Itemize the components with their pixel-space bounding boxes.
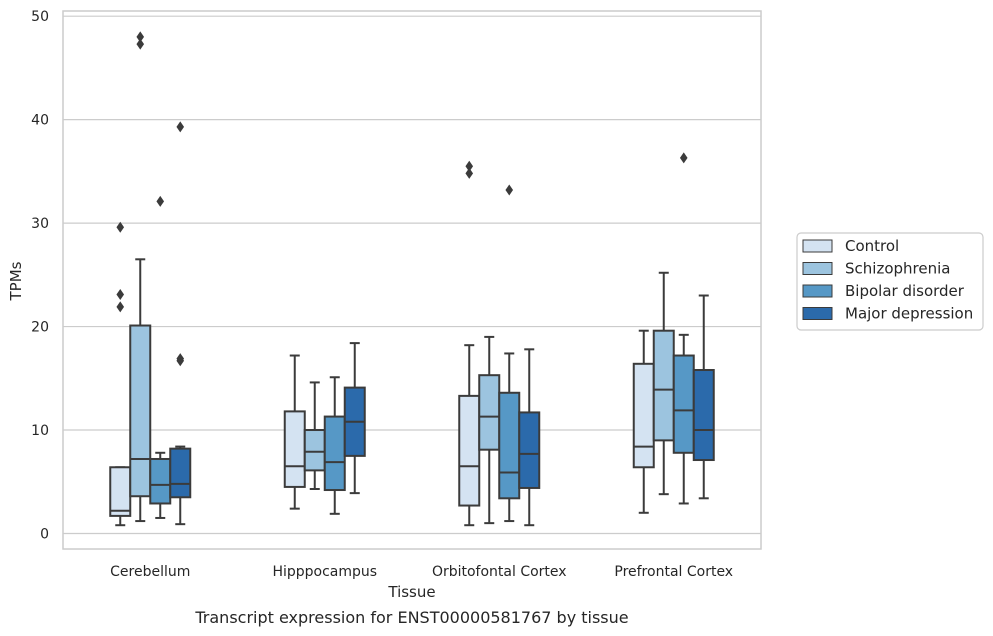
legend: Control Schizophrenia Bipolar disorder Majo… [796, 232, 984, 331]
x-axis-title: Tissue [387, 583, 435, 601]
y-tick-label-40: 40 [31, 113, 49, 129]
iqr-box [652, 329, 675, 442]
iqr-box [149, 457, 172, 505]
outlier-point-0 [679, 152, 688, 164]
iqr-box [109, 466, 132, 517]
legend-swatch-0 [802, 239, 833, 253]
outlier-point-1 [465, 167, 474, 179]
legend-label-0: Control [845, 237, 899, 255]
outlier-point-0 [505, 184, 514, 196]
box-0-1 [129, 31, 152, 523]
legend-swatch-2 [802, 284, 833, 298]
iqr-box [498, 391, 521, 500]
chart-caption: Transcript expression for ENST0000058176… [194, 608, 628, 627]
y-tick-label-50: 50 [31, 9, 49, 25]
outlier-point-0 [465, 160, 474, 172]
legend-swatch-3 [802, 307, 833, 320]
iqr-box [692, 369, 715, 462]
iqr-box [283, 410, 306, 488]
plot-frame [62, 10, 762, 550]
legend-label-3: Major depression [845, 305, 973, 323]
box-3-1 [652, 271, 675, 496]
outlier-point-0 [136, 31, 145, 43]
x-tick-label-0: Cerebellum [110, 564, 190, 580]
box-0-2 [149, 195, 172, 519]
plot-area: 0 10 20 30 40 50 Cerebellum Hipppocampus Orbitof… [31, 9, 762, 580]
iqr-box [129, 324, 152, 498]
y-tick-label-0: 0 [40, 526, 49, 542]
x-tick-label-3: Prefrontal Cortex [614, 564, 733, 580]
box-0-0 [109, 221, 132, 527]
iqr-box [323, 415, 346, 492]
outlier-point-0 [176, 121, 185, 133]
box-2-3 [518, 348, 541, 527]
legend-swatch-1 [802, 262, 833, 275]
legend-box [796, 232, 984, 331]
y-tick-label-20: 20 [31, 320, 49, 336]
outlier-point-2 [176, 355, 185, 367]
box-3-3 [692, 294, 715, 500]
outlier-point-0 [156, 195, 165, 207]
box-1-1 [303, 381, 326, 490]
box-2-0 [458, 160, 481, 527]
x-tick-label-2: Orbitofontal Cortex [432, 564, 567, 580]
legend-label-1: Schizophrenia [845, 260, 950, 278]
outlier-point-1 [136, 38, 145, 50]
y-tick-label-10: 10 [31, 423, 49, 439]
y-tick-label-30: 30 [31, 216, 49, 232]
legend-label-2: Bipolar disorder [845, 282, 965, 300]
outlier-point-2 [116, 301, 125, 313]
iqr-box [518, 411, 541, 489]
iqr-box [169, 447, 192, 499]
box-3-0 [632, 329, 655, 514]
box-1-3 [343, 342, 366, 495]
iqr-box [303, 429, 326, 472]
iqr-box [632, 362, 655, 469]
outlier-point-1 [116, 288, 125, 300]
iqr-box [478, 374, 501, 451]
x-tick-label-1: Hipppocampus [272, 564, 377, 580]
iqr-box [672, 354, 695, 454]
y-axis-title: TPMs [7, 261, 25, 301]
box-0-3 [169, 121, 192, 526]
iqr-box [458, 394, 481, 507]
outlier-point-0 [116, 221, 125, 233]
